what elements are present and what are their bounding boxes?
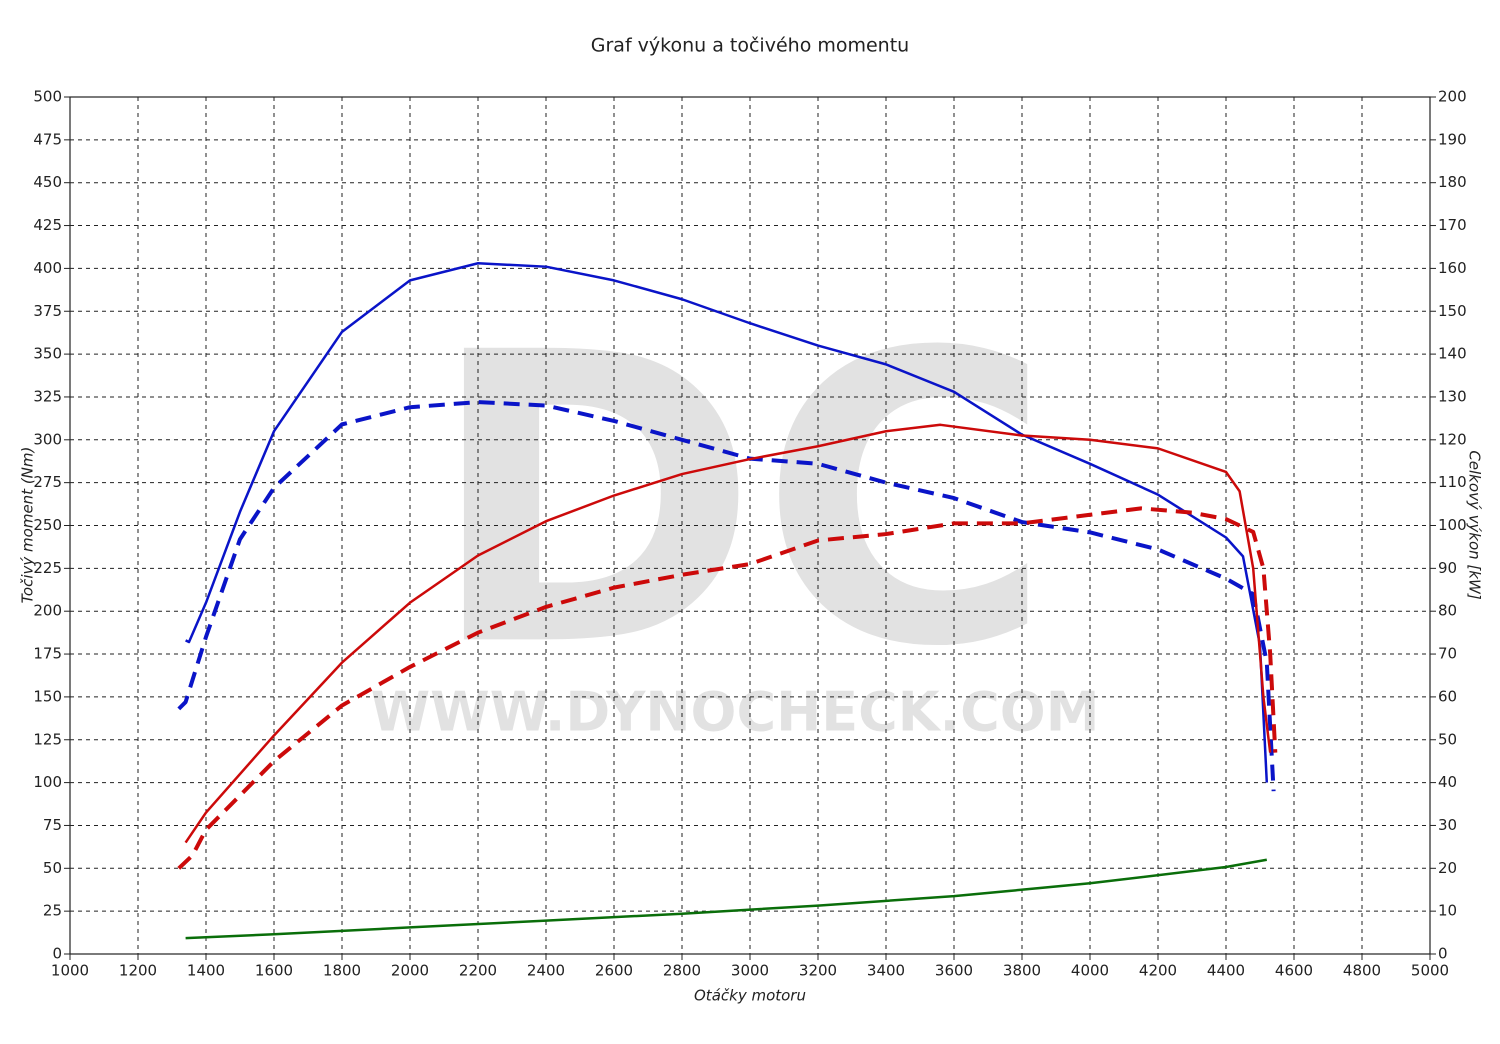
y2-axis-label: Celkový výkon [kW] [1466, 450, 1484, 600]
y2-tick-label: 150 [1438, 302, 1467, 320]
x-tick-label: 3200 [799, 962, 837, 980]
y2-tick-label: 160 [1438, 259, 1467, 277]
y2-tick-label: 180 [1438, 173, 1467, 191]
y2-tick-label: 30 [1438, 816, 1457, 834]
y-tick-label: 300 [33, 430, 62, 448]
y2-tick-label: 10 [1438, 902, 1457, 920]
y2-tick-label: 90 [1438, 559, 1457, 577]
y-tick-label: 50 [43, 859, 62, 877]
series-line [177, 506, 1278, 870]
y-tick-label: 225 [33, 559, 62, 577]
x-tick-label: 5000 [1411, 962, 1449, 980]
x-tick-label: 4200 [1139, 962, 1177, 980]
y-tick-label: 375 [33, 302, 62, 320]
x-tick-label: 2000 [391, 962, 429, 980]
y2-tick-label: 100 [1438, 516, 1467, 534]
x-tick-label: 3000 [731, 962, 769, 980]
y-tick-label: 175 [33, 645, 62, 663]
x-tick-label: 3800 [1003, 962, 1041, 980]
y-tick-label: 100 [33, 773, 62, 791]
y2-tick-label: 200 [1438, 88, 1467, 106]
y2-tick-label: 80 [1438, 602, 1457, 620]
x-tick-label: 1400 [187, 962, 225, 980]
x-tick-label: 3400 [867, 962, 905, 980]
y-tick-label: 450 [33, 173, 62, 191]
y-tick-label: 325 [33, 387, 62, 405]
x-tick-label: 2600 [595, 962, 633, 980]
y-tick-label: 150 [33, 687, 62, 705]
watermark-logo: DC [427, 269, 1053, 734]
y2-tick-label: 20 [1438, 859, 1457, 877]
y-tick-label: 275 [33, 473, 62, 491]
y-tick-label: 0 [52, 945, 62, 963]
y2-tick-label: 0 [1438, 945, 1448, 963]
x-tick-label: 4800 [1343, 962, 1381, 980]
y2-tick-label: 120 [1438, 430, 1467, 448]
y-tick-label: 475 [33, 130, 62, 148]
x-tick-label: 4000 [1071, 962, 1109, 980]
y-tick-label: 250 [33, 516, 62, 534]
y2-tick-label: 110 [1438, 473, 1467, 491]
y2-tick-label: 60 [1438, 687, 1457, 705]
y-axis-label: Točivý moment (Nm) [19, 447, 37, 604]
y2-tick-label: 40 [1438, 773, 1457, 791]
plot-frame [69, 96, 1431, 955]
y2-tick-label: 190 [1438, 130, 1467, 148]
series-line [177, 400, 1276, 792]
y-tick-label: 200 [33, 602, 62, 620]
y-tick-label: 425 [33, 216, 62, 234]
y2-tick-label: 130 [1438, 387, 1467, 405]
x-tick-label: 2400 [527, 962, 565, 980]
y2-tick-label: 50 [1438, 730, 1457, 748]
x-tick-label: 1800 [323, 962, 361, 980]
x-tick-label: 2800 [663, 962, 701, 980]
chart-title: Graf výkonu a točivého momentu [591, 35, 909, 57]
x-tick-label: 1600 [255, 962, 293, 980]
x-axis-label: Otáčky motoru [694, 987, 806, 1005]
y-tick-label: 500 [33, 88, 62, 106]
series-line [184, 423, 1272, 844]
watermark-url: WWW.DYNOCHECK.COM [371, 681, 1100, 744]
y-tick-label: 125 [33, 730, 62, 748]
series-line [185, 858, 1268, 940]
y2-tick-label: 140 [1438, 345, 1467, 363]
x-tick-label: 4600 [1275, 962, 1313, 980]
x-tick-label: 1200 [119, 962, 157, 980]
x-tick-label: 4400 [1207, 962, 1245, 980]
x-tick-label: 3600 [935, 962, 973, 980]
y-tick-label: 75 [43, 816, 62, 834]
y-tick-label: 400 [33, 259, 62, 277]
y2-tick-label: 70 [1438, 645, 1457, 663]
y2-tick-label: 170 [1438, 216, 1467, 234]
series-line [185, 262, 1269, 783]
y-tick-label: 25 [43, 902, 62, 920]
y-tick-label: 350 [33, 345, 62, 363]
x-tick-label: 2200 [459, 962, 497, 980]
x-tick-label: 1000 [51, 962, 89, 980]
